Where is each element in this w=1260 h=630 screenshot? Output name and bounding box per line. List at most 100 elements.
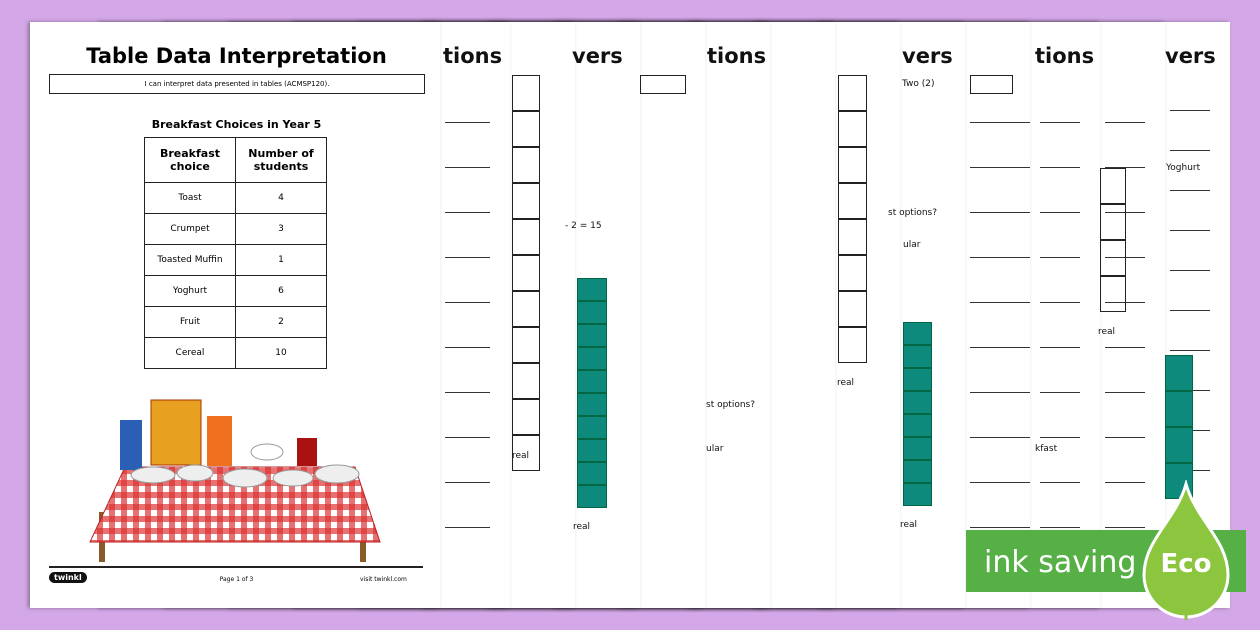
badge-label: Eco: [1160, 549, 1211, 579]
pictograph-cell: [903, 368, 932, 391]
table-row: Cereal 10: [144, 337, 327, 369]
table-cell: Fruit: [144, 306, 236, 338]
answer-line: [970, 302, 1030, 303]
objective-box: [640, 75, 686, 94]
grid-cell: [512, 111, 540, 147]
page-text: - 2 = 15: [565, 221, 602, 231]
objective: I can interpret data presented in tables…: [49, 74, 425, 94]
table-cell: Yoghurt: [144, 275, 236, 307]
answer-line: [445, 392, 490, 393]
table-cell: 6: [235, 275, 327, 307]
table-cell: 3: [235, 213, 327, 245]
table-cell: Toasted Muffin: [144, 244, 236, 276]
answer-line: [1170, 190, 1210, 191]
pictograph-cell: [577, 278, 607, 301]
answer-line: [1040, 167, 1080, 168]
answer-line: [445, 212, 490, 213]
answer-line: [970, 392, 1030, 393]
answer-line: [1040, 212, 1080, 213]
page-text: ular: [706, 444, 724, 454]
grid-cell: [512, 327, 540, 363]
answer-line: [1040, 302, 1080, 303]
pictograph-cell: [577, 370, 607, 393]
answer-line: [970, 212, 1030, 213]
page-number: Page 1 of 3: [219, 576, 254, 583]
answer-line: [1040, 527, 1080, 528]
grid-cell: [838, 291, 867, 327]
site-link: visit twinkl.com: [360, 576, 407, 583]
pictograph-cell: [1165, 355, 1193, 391]
page-heading: tions: [1035, 44, 1095, 68]
table-cell: 1: [235, 244, 327, 276]
table-cell: 10: [235, 337, 327, 369]
grid-cell: [512, 75, 540, 111]
answer-line: [970, 122, 1030, 123]
pictograph-cell: [577, 462, 607, 485]
pictograph-cell: [903, 391, 932, 414]
table-title: Breakfast Choices in Year 5: [151, 118, 322, 131]
answer-line: [1105, 167, 1145, 168]
table-row: Crumpet 3: [144, 213, 327, 245]
objective-box: [970, 75, 1013, 94]
page-text: real: [512, 451, 530, 461]
pictograph-cell: [903, 460, 932, 483]
badge-text: ink saving: [984, 545, 1136, 580]
pictograph-cell: [1165, 427, 1193, 463]
answer-line: [970, 527, 1030, 528]
answer-line: [970, 437, 1030, 438]
page-heading: vers: [1165, 44, 1216, 68]
answer-line: [445, 167, 490, 168]
grid-cell: [838, 255, 867, 291]
table-cell: Toast: [144, 182, 236, 214]
answer-line: [1170, 310, 1210, 311]
grid-cell: [512, 435, 540, 471]
answer-line: [445, 482, 490, 483]
grid-cell: [512, 147, 540, 183]
table-row: Yoghurt 6: [144, 275, 327, 307]
grid-cell: [838, 75, 867, 111]
page-text: kfast: [1035, 444, 1058, 454]
answer-line: [1170, 270, 1210, 271]
table-row: Toasted Muffin 1: [144, 244, 327, 276]
pictograph-cell: [577, 416, 607, 439]
pictograph-cell: [903, 414, 932, 437]
grid-cell: [1100, 168, 1126, 204]
table-cell: 4: [235, 182, 327, 214]
answer-line: [970, 167, 1030, 168]
data-table: Breakfast choice Number of students Toas…: [144, 137, 327, 369]
page-heading: vers: [902, 44, 953, 68]
grid-cell: [512, 363, 540, 399]
answer-line: [1040, 482, 1080, 483]
grid-cell: [1100, 276, 1126, 312]
page-text: ular: [903, 240, 921, 250]
pictograph-cell: [577, 347, 607, 370]
answer-line: [445, 437, 490, 438]
answer-line: [445, 527, 490, 528]
answer-line: [1170, 150, 1210, 151]
pictograph-cell: [903, 483, 932, 506]
breakfast-illustration: [89, 399, 381, 562]
grid-cell: [838, 327, 867, 363]
page-heading: tions: [443, 44, 503, 68]
answer-line: [1105, 392, 1145, 393]
answer-line: [1105, 527, 1145, 528]
answer-line: [970, 347, 1030, 348]
table-row: Fruit 2: [144, 306, 327, 338]
header-cell: Breakfast choice: [144, 137, 236, 183]
page-text: st options?: [888, 208, 938, 218]
grid-cell: [1100, 240, 1126, 276]
answer-line: [445, 122, 490, 123]
grid-cell: [512, 183, 540, 219]
table-cell: Cereal: [144, 337, 236, 369]
brand-logo: twinkl: [49, 572, 87, 583]
page-text: Two (2): [902, 79, 935, 89]
pictograph-cell: [577, 439, 607, 462]
table-row: Toast 4: [144, 182, 327, 214]
answer-line: [1040, 392, 1080, 393]
worksheet-title: Table Data Interpretation: [86, 44, 387, 68]
answer-line: [970, 482, 1030, 483]
grid-cell: [838, 147, 867, 183]
answer-line: [1170, 350, 1210, 351]
grid-cell: [838, 219, 867, 255]
